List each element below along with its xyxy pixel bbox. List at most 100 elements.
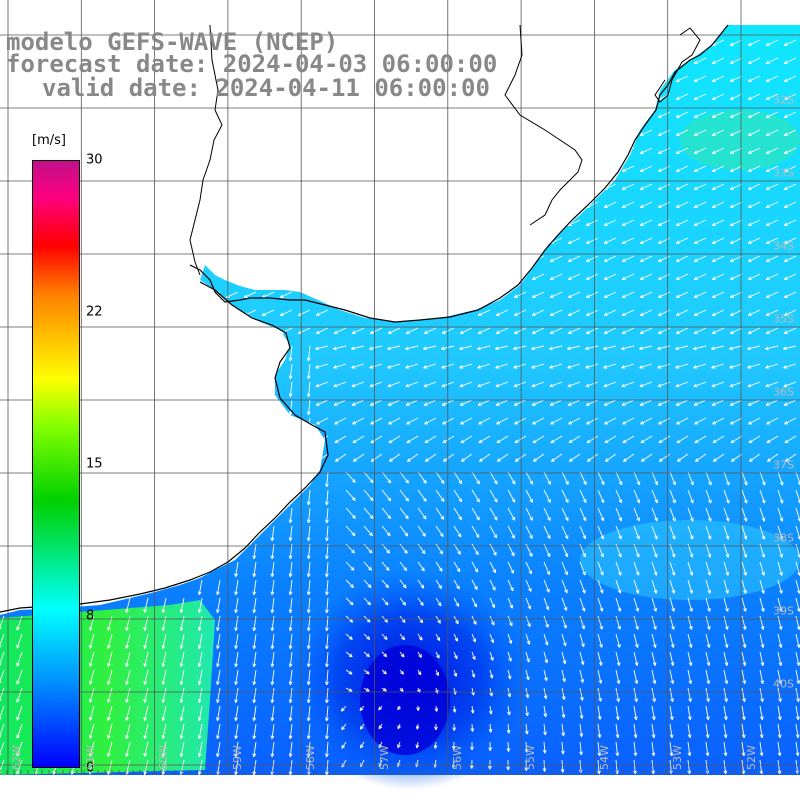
wind-arrow-head: [725, 770, 728, 775]
wind-arrow: [730, 201, 743, 208]
wind-arrow: [289, 705, 293, 721]
wind-arrow: [784, 417, 797, 425]
wind-arrow-head: [180, 735, 184, 739]
wind-arrow: [675, 399, 689, 406]
wind-arrow: [253, 615, 257, 631]
wind-arrow: [453, 579, 460, 590]
wind-arrow-head: [16, 681, 20, 685]
wind-arrow-head: [289, 681, 293, 686]
wind-arrow-head: [707, 752, 710, 757]
wind-arrow: [180, 705, 185, 721]
wind-arrow-head: [253, 735, 257, 740]
wind-arrow-head: [563, 714, 566, 718]
wind-arrow-head: [423, 348, 427, 351]
wind-arrow: [622, 435, 635, 444]
wind-arrow-head: [125, 681, 129, 685]
wind-arrow-head: [655, 644, 657, 648]
wind-arrow-head: [162, 609, 166, 613]
wind-arrow: [586, 309, 599, 316]
wind-arrow: [345, 561, 355, 571]
wind-arrow-head: [217, 717, 220, 722]
wind-arrow: [16, 651, 23, 667]
wind-arrow: [621, 363, 635, 369]
wind-arrow-head: [601, 643, 603, 648]
wind-arrow: [759, 489, 766, 504]
wind-arrow-head: [16, 699, 20, 703]
wind-arrow-head: [253, 609, 257, 614]
wind-arrow: [144, 651, 149, 667]
wind-arrow-head: [404, 584, 407, 589]
wind-arrow: [615, 633, 621, 648]
wind-arrow: [604, 201, 617, 208]
wind-arrow: [640, 309, 653, 316]
wind-arrow: [388, 327, 401, 334]
wind-arrow-head: [743, 734, 746, 738]
wind-arrow: [694, 417, 707, 425]
wind-arrow: [345, 489, 356, 501]
wind-arrow-head: [544, 768, 547, 772]
wind-arrow-head: [326, 645, 329, 650]
wind-arrow: [532, 327, 545, 334]
wind-arrow: [730, 147, 743, 154]
wind-arrow: [271, 579, 275, 595]
wind-arrow: [308, 651, 311, 667]
wind-arrow-head: [526, 730, 529, 735]
wind-arrow-head: [675, 348, 679, 351]
wind-arrow-head: [406, 532, 409, 537]
wind-arrow: [676, 327, 689, 334]
wind-arrow-head: [781, 589, 783, 594]
wind-arrow: [639, 399, 653, 406]
wind-arrow-head: [407, 497, 409, 502]
offshore-band: [580, 520, 800, 600]
wind-arrow: [525, 525, 533, 539]
wind-arrow-head: [654, 698, 656, 702]
wind-arrow-head: [144, 681, 148, 685]
wind-arrow: [525, 741, 528, 753]
wind-arrow-head: [403, 636, 405, 640]
wind-arrow: [561, 633, 567, 647]
wind-arrow-head: [762, 698, 764, 702]
wind-arrow-head: [442, 515, 445, 520]
forecast-date: forecast date: 2024-04-03 06:00:00: [6, 50, 498, 78]
wind-arrow: [604, 309, 617, 316]
wind-arrow-head: [581, 733, 584, 737]
lat-label: 33S: [773, 166, 794, 180]
wind-arrow-head: [353, 514, 356, 519]
wind-arrow: [603, 381, 617, 387]
wind-arrow: [741, 651, 746, 666]
wind-arrow: [712, 237, 725, 244]
wind-arrow: [423, 399, 437, 406]
wind-arrow: [784, 147, 797, 154]
wind-arrow: [676, 129, 689, 136]
wind-arrow-head: [198, 771, 202, 775]
wind-arrow: [399, 543, 408, 554]
wind-arrow-head: [144, 735, 148, 739]
wind-arrow-head: [308, 699, 311, 704]
wind-arrow: [477, 363, 491, 369]
wind-arrow: [705, 525, 711, 540]
wind-arrow: [567, 345, 581, 350]
wind-arrow: [495, 363, 509, 369]
wind-arrow: [89, 651, 95, 667]
wind-arrow-head: [289, 375, 293, 380]
wind-arrow-head: [162, 753, 166, 757]
wind-arrow-head: [253, 753, 257, 758]
wind-arrow: [216, 633, 221, 649]
wind-arrow-head: [797, 716, 800, 720]
wind-arrow: [586, 417, 599, 425]
wind-arrow: [694, 165, 707, 172]
wind-arrow: [253, 561, 257, 577]
wind-arrow-head: [691, 626, 693, 630]
wind-arrow: [453, 651, 458, 660]
wind-arrow: [0, 633, 5, 647]
wind-arrow: [567, 399, 581, 406]
wind-arrow: [271, 723, 275, 739]
wind-arrow: [604, 327, 617, 334]
wind-arrow-head: [637, 644, 639, 648]
wind-arrow: [748, 129, 761, 136]
wind-arrow: [417, 579, 425, 589]
wind-arrow: [741, 471, 748, 486]
wind-arrow: [603, 363, 617, 369]
wind-arrow-head: [370, 549, 373, 554]
wind-arrow: [784, 327, 797, 334]
